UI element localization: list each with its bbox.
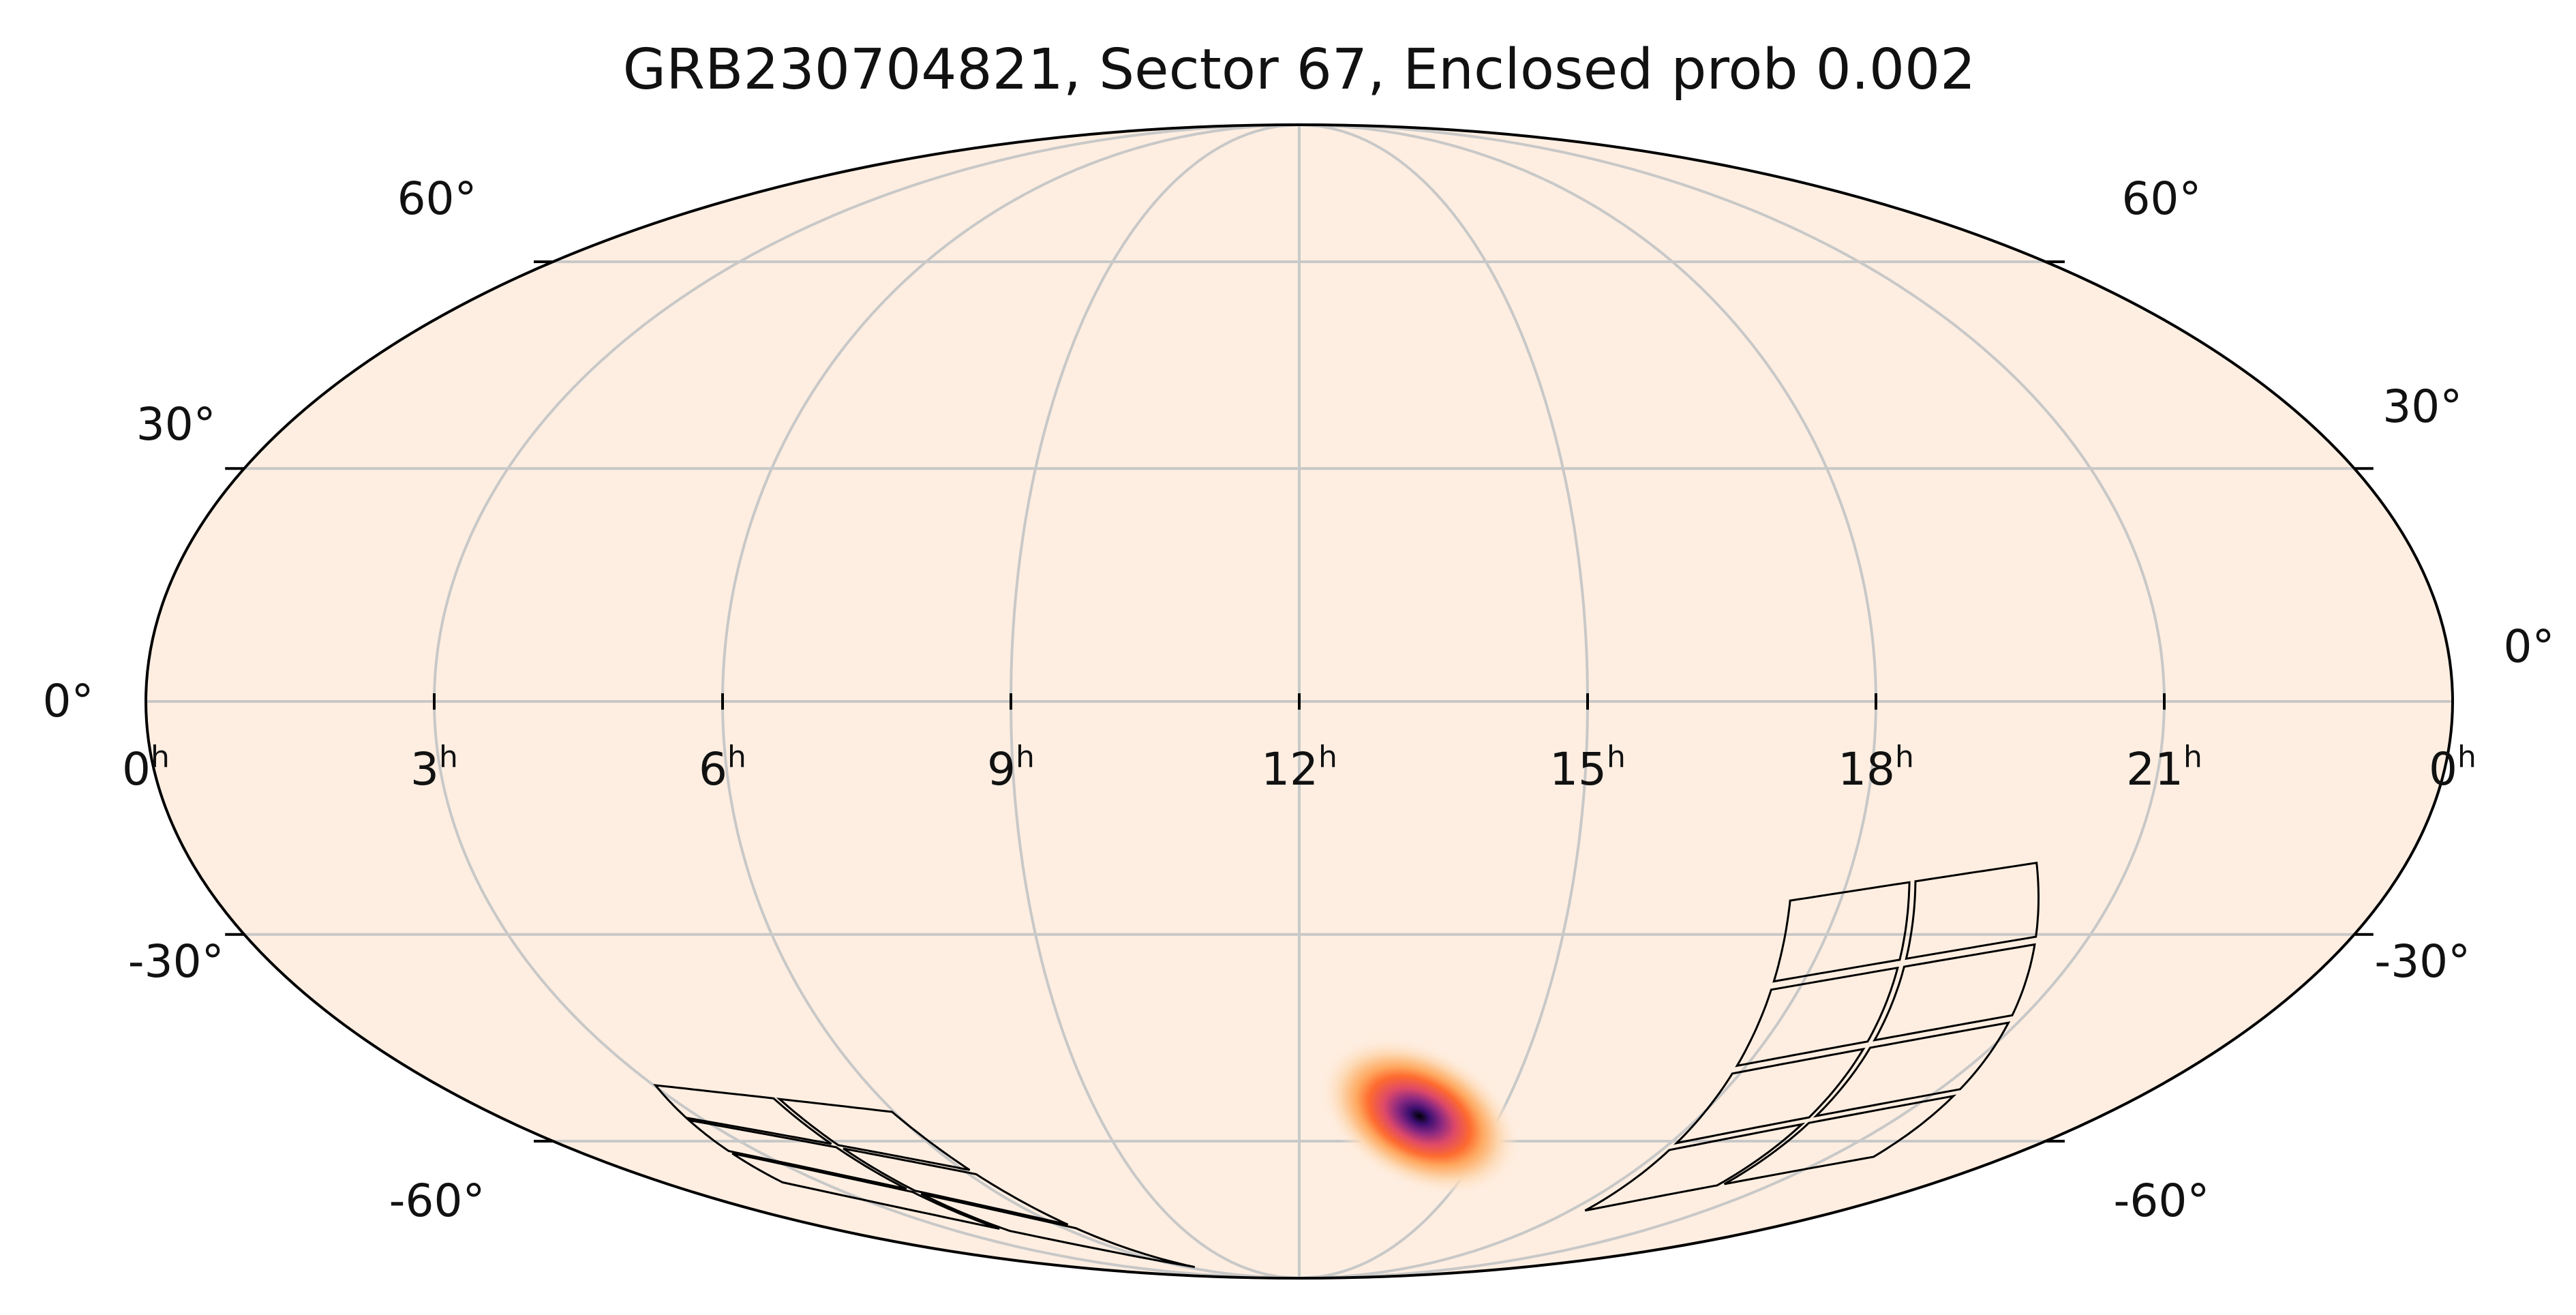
ra-tick-unit: h [1016, 740, 1035, 774]
ccd-cell [1772, 881, 1911, 983]
ccd-cell [653, 1084, 832, 1145]
ccd-cell [1813, 1021, 2011, 1118]
dec-tick-label-right: -60° [2114, 1175, 2210, 1227]
probability-heatmap [1318, 1036, 1521, 1196]
ra-tick-unit: h [2457, 740, 2476, 774]
ccd-cell [1905, 861, 2040, 961]
map-outline [145, 123, 2454, 1280]
dec-tick-label-right: 30° [2382, 380, 2462, 433]
ra-tick-label: 0h [2429, 740, 2476, 796]
dec-tick-label-left: -60° [389, 1175, 485, 1227]
dec-tick-label-right: 0° [2504, 620, 2555, 673]
ra-tick-unit: h [1895, 740, 1914, 774]
dec-tick-label-left: -30° [128, 935, 224, 988]
ccd-cell [1673, 1047, 1866, 1145]
ra-tick-label: 0h [122, 740, 170, 796]
dec-tick-label-left: 60° [397, 172, 477, 225]
ccd-cell [1735, 966, 1899, 1068]
chart-title: GRB230704821, Sector 67, Enclosed prob 0… [623, 37, 1976, 102]
ccd-cell [776, 1098, 971, 1171]
ccd-cell [685, 1118, 907, 1190]
ra-tick-unit: h [439, 740, 458, 774]
footprint-ccd-group-b [653, 1084, 1196, 1269]
ra-tick-unit: h [1607, 740, 1626, 774]
dec-tick-label-right: -30° [2374, 935, 2470, 988]
ra-tick-unit: h [2183, 740, 2202, 774]
ccd-cell [731, 1152, 1000, 1230]
dec-tick-label-left: 0° [43, 675, 94, 727]
ccd-cell [843, 1147, 1069, 1226]
ccd-cell [1873, 943, 2036, 1042]
sector-footprints [653, 861, 2040, 1269]
ccd-cell [1723, 1094, 1957, 1185]
ra-tick-unit: h [1318, 740, 1337, 774]
dec-tick-label-left: 30° [136, 398, 216, 451]
ccd-cell [1584, 1122, 1806, 1212]
ccd-cell [920, 1192, 1196, 1269]
ra-tick-unit: h [727, 740, 746, 774]
dec-tick-label-right: 60° [2121, 172, 2201, 225]
footprint-ccd-group-a [1584, 861, 2040, 1212]
probability-peak [1318, 1036, 1521, 1196]
ra-tick-unit: h [151, 740, 170, 774]
